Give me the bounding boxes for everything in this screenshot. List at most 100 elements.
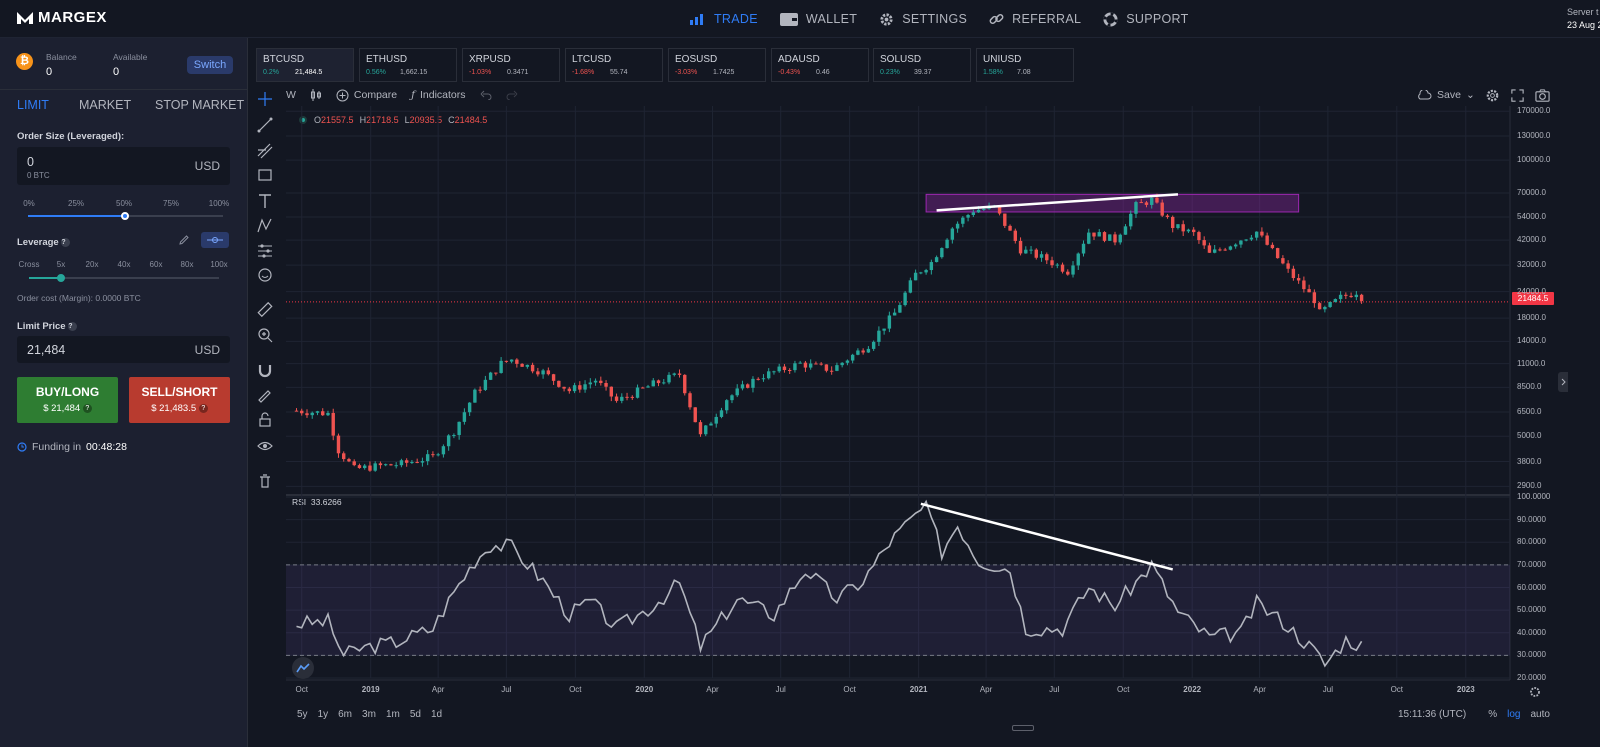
margex-logo-icon bbox=[17, 11, 33, 24]
help-icon[interactable]: ? bbox=[61, 237, 71, 247]
lev-tick[interactable]: 20x bbox=[85, 260, 99, 269]
help-icon[interactable]: ? bbox=[198, 403, 208, 413]
time-tick-label: Apr bbox=[979, 685, 993, 694]
fullscreen-icon[interactable] bbox=[1510, 88, 1525, 103]
symbol-tab-btcusd[interactable]: BTCUSD 0.2% 21,484.5 bbox=[256, 48, 354, 82]
switch-button[interactable]: Switch bbox=[187, 56, 233, 74]
size-tick[interactable]: 0% bbox=[23, 199, 35, 208]
prediction-tool-icon[interactable] bbox=[256, 242, 274, 260]
buy-long-button[interactable]: BUY/LONG $ 21,484 ? bbox=[17, 377, 118, 423]
fib-tool-icon[interactable] bbox=[256, 142, 274, 160]
interval-button[interactable]: W bbox=[286, 89, 296, 101]
draw-lock-icon[interactable] bbox=[256, 386, 274, 404]
candle bbox=[1349, 295, 1353, 298]
lev-tick[interactable]: Cross bbox=[18, 260, 40, 269]
candle bbox=[478, 389, 482, 391]
help-icon[interactable]: ? bbox=[68, 321, 78, 331]
rectangle-tool-icon[interactable] bbox=[256, 166, 274, 184]
symbol-tab-solusd[interactable]: SOLUSD 0.23% 39.37 bbox=[873, 48, 971, 82]
help-icon[interactable]: ? bbox=[82, 403, 92, 413]
lev-tick[interactable]: 80x bbox=[180, 260, 194, 269]
undo-icon[interactable] bbox=[480, 90, 492, 100]
pencil-mode-button[interactable] bbox=[172, 232, 196, 248]
tab-limit[interactable]: LIMIT bbox=[17, 98, 49, 112]
trendline-tool-icon[interactable] bbox=[256, 116, 274, 134]
indicators-button[interactable]: ƒ Indicators bbox=[411, 89, 465, 101]
nav-wallet[interactable]: WALLET bbox=[779, 12, 857, 26]
range-1y[interactable]: 1y bbox=[317, 709, 329, 720]
nav-support[interactable]: SUPPORT bbox=[1103, 11, 1188, 27]
resize-handle[interactable] bbox=[1012, 725, 1034, 731]
ruler-icon[interactable] bbox=[256, 300, 274, 318]
log-toggle[interactable]: log bbox=[1507, 709, 1521, 720]
size-tick[interactable]: 75% bbox=[162, 199, 180, 208]
nav-settings[interactable]: SETTINGS bbox=[879, 12, 967, 27]
order-size-input[interactable]: 0 0 BTC USD bbox=[17, 147, 230, 185]
symbol-tab-eosusd[interactable]: EOSUSD -3.03% 1.7425 bbox=[668, 48, 766, 82]
zoom-in-icon[interactable] bbox=[256, 326, 274, 344]
nav-referral[interactable]: REFERRAL bbox=[989, 12, 1081, 27]
tradingview-logo[interactable] bbox=[292, 657, 314, 679]
text-tool-icon[interactable] bbox=[256, 192, 274, 210]
axis-settings[interactable] bbox=[1529, 685, 1541, 703]
range-5y[interactable]: 5y bbox=[297, 709, 308, 720]
redo-icon[interactable] bbox=[506, 90, 518, 100]
candle bbox=[667, 374, 671, 383]
auto-toggle[interactable]: auto bbox=[1530, 709, 1550, 720]
candles-icon[interactable] bbox=[310, 88, 322, 102]
candle bbox=[530, 364, 535, 372]
visibility-dot-icon[interactable] bbox=[298, 115, 308, 125]
symbol-tab-xrpusd[interactable]: XRPUSD -1.03% 0.3471 bbox=[462, 48, 560, 82]
symbol-change: -1.68% bbox=[572, 69, 595, 76]
lock-icon[interactable] bbox=[256, 411, 274, 429]
buy-price: $ 21,484 ? bbox=[17, 403, 118, 414]
symbol-tab-adausd[interactable]: ADAUSD -0.43% 0.46 bbox=[771, 48, 869, 82]
brand-logo[interactable]: MARGEX bbox=[16, 9, 107, 26]
lev-tick[interactable]: 40x bbox=[117, 260, 131, 269]
candle bbox=[1233, 244, 1238, 247]
leverage-handle[interactable] bbox=[57, 274, 65, 282]
nav-referral-label: REFERRAL bbox=[1012, 12, 1082, 26]
range-1d[interactable]: 1d bbox=[430, 709, 443, 720]
sell-short-button[interactable]: SELL/SHORT $ 21,483.5 ? bbox=[129, 377, 230, 423]
crosshair-icon[interactable] bbox=[256, 90, 274, 108]
range-6m[interactable]: 6m bbox=[338, 709, 353, 720]
collapse-panel-handle[interactable] bbox=[1558, 372, 1568, 392]
candle bbox=[1018, 240, 1023, 254]
slider-handle[interactable] bbox=[121, 212, 129, 220]
lev-tick[interactable]: 5x bbox=[56, 260, 66, 269]
trash-icon[interactable] bbox=[256, 472, 274, 490]
nav-trade[interactable]: TRADE bbox=[690, 12, 758, 26]
tab-market[interactable]: MARKET bbox=[79, 98, 132, 112]
save-button[interactable]: Save ⌄ bbox=[1416, 89, 1475, 101]
candle bbox=[462, 412, 467, 422]
lev-tick[interactable]: 100x bbox=[210, 260, 228, 269]
size-tick[interactable]: 100% bbox=[208, 199, 230, 208]
tab-stop-market[interactable]: STOP MARKET bbox=[155, 98, 245, 112]
size-tick[interactable]: 50% bbox=[115, 199, 133, 208]
camera-icon[interactable] bbox=[1535, 88, 1550, 103]
symbol-tab-ltcusd[interactable]: LTCUSD -1.68% 55.74 bbox=[565, 48, 663, 82]
symbol-tab-uniusd[interactable]: UNIUSD 1.58% 7.08 bbox=[976, 48, 1074, 82]
symbol-tab-ethusd[interactable]: ETHUSD 0.56% 1,662.15 bbox=[359, 48, 457, 82]
leverage-slider[interactable] bbox=[29, 274, 219, 282]
magnet-icon[interactable] bbox=[256, 361, 274, 379]
range-5d[interactable]: 5d bbox=[409, 709, 421, 720]
percent-toggle[interactable]: % bbox=[1488, 709, 1498, 720]
compare-button[interactable]: Compare bbox=[336, 89, 397, 102]
emoji-icon[interactable] bbox=[256, 266, 274, 284]
size-tick[interactable]: 25% bbox=[67, 199, 85, 208]
symbol-name: LTCUSD bbox=[572, 54, 612, 65]
price-tick-label: 8500.0 bbox=[1517, 382, 1542, 392]
candle bbox=[1249, 237, 1254, 240]
limit-price-input[interactable]: 21,484 USD bbox=[17, 336, 230, 363]
pattern-tool-icon[interactable] bbox=[256, 217, 274, 235]
slider-mode-button[interactable] bbox=[201, 232, 229, 248]
lev-tick[interactable]: 60x bbox=[149, 260, 163, 269]
eye-icon[interactable] bbox=[256, 437, 274, 455]
order-size-slider[interactable] bbox=[28, 212, 223, 220]
clock-time[interactable]: 15:11:36 (UTC) bbox=[1398, 709, 1467, 720]
gear-icon[interactable] bbox=[1485, 88, 1500, 103]
range-1m[interactable]: 1m bbox=[385, 709, 400, 720]
range-3m[interactable]: 3m bbox=[362, 709, 376, 720]
